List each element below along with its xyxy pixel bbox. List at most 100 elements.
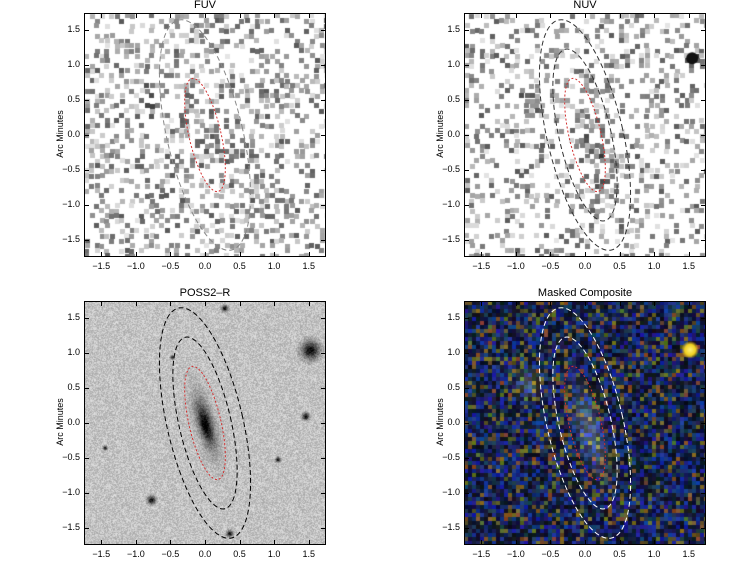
x-tick-label: 1.5	[302, 549, 315, 559]
y-tick-mark	[464, 204, 469, 206]
y-tick-label: 1.5	[67, 24, 80, 35]
panel-title-nuv: NUV	[573, 0, 597, 11]
y-tick-mark	[84, 318, 89, 320]
aperture-overlay	[158, 19, 252, 251]
x-tick-mark	[308, 252, 310, 257]
y-tick-label: 0.5	[67, 382, 80, 393]
x-tick-mark	[170, 540, 172, 545]
y-tick-label: 1.0	[447, 59, 460, 70]
x-tick-mark	[688, 252, 690, 257]
y-tick-mark	[701, 423, 706, 424]
x-tick-mark	[515, 252, 517, 257]
x-tick-mark	[239, 540, 241, 545]
y-tick-label: 1.5	[67, 312, 80, 323]
x-tick-mark	[619, 13, 621, 18]
x-tick-label: −1.5	[92, 261, 111, 271]
y-tick-label: −1.5	[442, 233, 460, 244]
x-tick-label: 1.5	[302, 261, 315, 271]
inner-ellipse	[564, 77, 606, 193]
y-tick-mark	[464, 457, 469, 459]
x-tick-mark	[654, 252, 656, 257]
y-tick-mark	[84, 388, 89, 390]
y-tick-label: 0.5	[67, 94, 80, 105]
x-tick-mark	[688, 540, 690, 545]
x-tick-mark	[550, 252, 552, 257]
x-tick-mark	[205, 540, 206, 545]
y-tick-mark	[464, 388, 469, 390]
y-tick-mark	[321, 169, 326, 171]
image-poss2r	[84, 301, 326, 545]
x-tick-mark	[515, 540, 517, 545]
y-tick-mark	[84, 527, 89, 529]
x-tick-mark	[239, 301, 241, 306]
x-tick-mark	[585, 540, 586, 545]
x-tick-mark	[170, 301, 172, 306]
y-tick-mark	[701, 135, 706, 136]
y-tick-mark	[464, 135, 469, 136]
x-tick-label: 1.0	[647, 261, 661, 271]
x-tick-mark	[550, 301, 552, 306]
x-tick-mark	[101, 301, 103, 306]
y-tick-mark	[464, 30, 469, 32]
outer-ellipse-2	[552, 48, 618, 222]
y-tick-mark	[701, 169, 706, 171]
x-tick-mark	[274, 13, 276, 18]
y-tick-mark	[701, 353, 706, 355]
x-tick-mark	[515, 301, 517, 306]
image-composite	[464, 301, 706, 545]
y-tick-mark	[701, 388, 706, 390]
y-tick-mark	[321, 457, 326, 459]
y-tick-mark	[84, 353, 89, 355]
x-tick-mark	[135, 301, 137, 306]
x-tick-label: −0.5	[161, 549, 180, 559]
y-tick-mark	[84, 457, 89, 459]
y-tick-mark	[464, 169, 469, 171]
y-tick-label: 1.0	[67, 347, 80, 358]
y-tick-mark	[464, 527, 469, 529]
x-tick-label: 0.0	[198, 549, 212, 559]
x-tick-mark	[619, 540, 621, 545]
outer-ellipse-2	[172, 336, 238, 510]
x-tick-mark	[585, 13, 586, 18]
x-tick-mark	[274, 252, 276, 257]
y-tick-mark	[321, 492, 326, 494]
outer-ellipse-2	[552, 336, 618, 510]
panel-title-fuv: FUV	[194, 0, 216, 11]
x-tick-label: −1.0	[506, 549, 525, 559]
x-tick-mark	[274, 540, 276, 545]
y-tick-label: −1.0	[442, 486, 460, 497]
x-tick-mark	[688, 13, 690, 18]
y-tick-mark	[701, 30, 706, 32]
y-tick-label: −1.5	[442, 521, 460, 532]
x-tick-mark	[308, 301, 310, 306]
y-tick-mark	[321, 423, 326, 424]
y-tick-mark	[701, 492, 706, 494]
inner-ellipse	[564, 365, 606, 481]
x-tick-mark	[205, 13, 206, 18]
y-tick-mark	[701, 204, 706, 206]
x-tick-mark	[308, 13, 310, 18]
x-tick-mark	[619, 301, 621, 306]
y-tick-mark	[701, 457, 706, 459]
x-tick-label: 0.5	[613, 549, 626, 559]
y-tick-mark	[464, 423, 469, 424]
aperture-overlay	[538, 307, 632, 539]
x-tick-mark	[481, 540, 483, 545]
y-tick-label: −0.5	[442, 451, 460, 462]
y-tick-mark	[84, 492, 89, 494]
y-tick-mark	[321, 65, 326, 67]
x-tick-label: 0.5	[613, 261, 626, 271]
x-tick-mark	[101, 540, 103, 545]
y-tick-mark	[321, 353, 326, 355]
x-tick-label: 0.0	[198, 261, 212, 271]
x-tick-mark	[654, 540, 656, 545]
x-tick-label: −1.0	[126, 261, 145, 271]
y-tick-label: 0.0	[447, 417, 460, 427]
image-fuv	[84, 13, 326, 257]
x-tick-mark	[239, 252, 241, 257]
x-tick-mark	[205, 301, 206, 306]
y-tick-label: 0.5	[447, 382, 460, 393]
x-tick-mark	[239, 13, 241, 18]
y-tick-label: −0.5	[62, 451, 80, 462]
